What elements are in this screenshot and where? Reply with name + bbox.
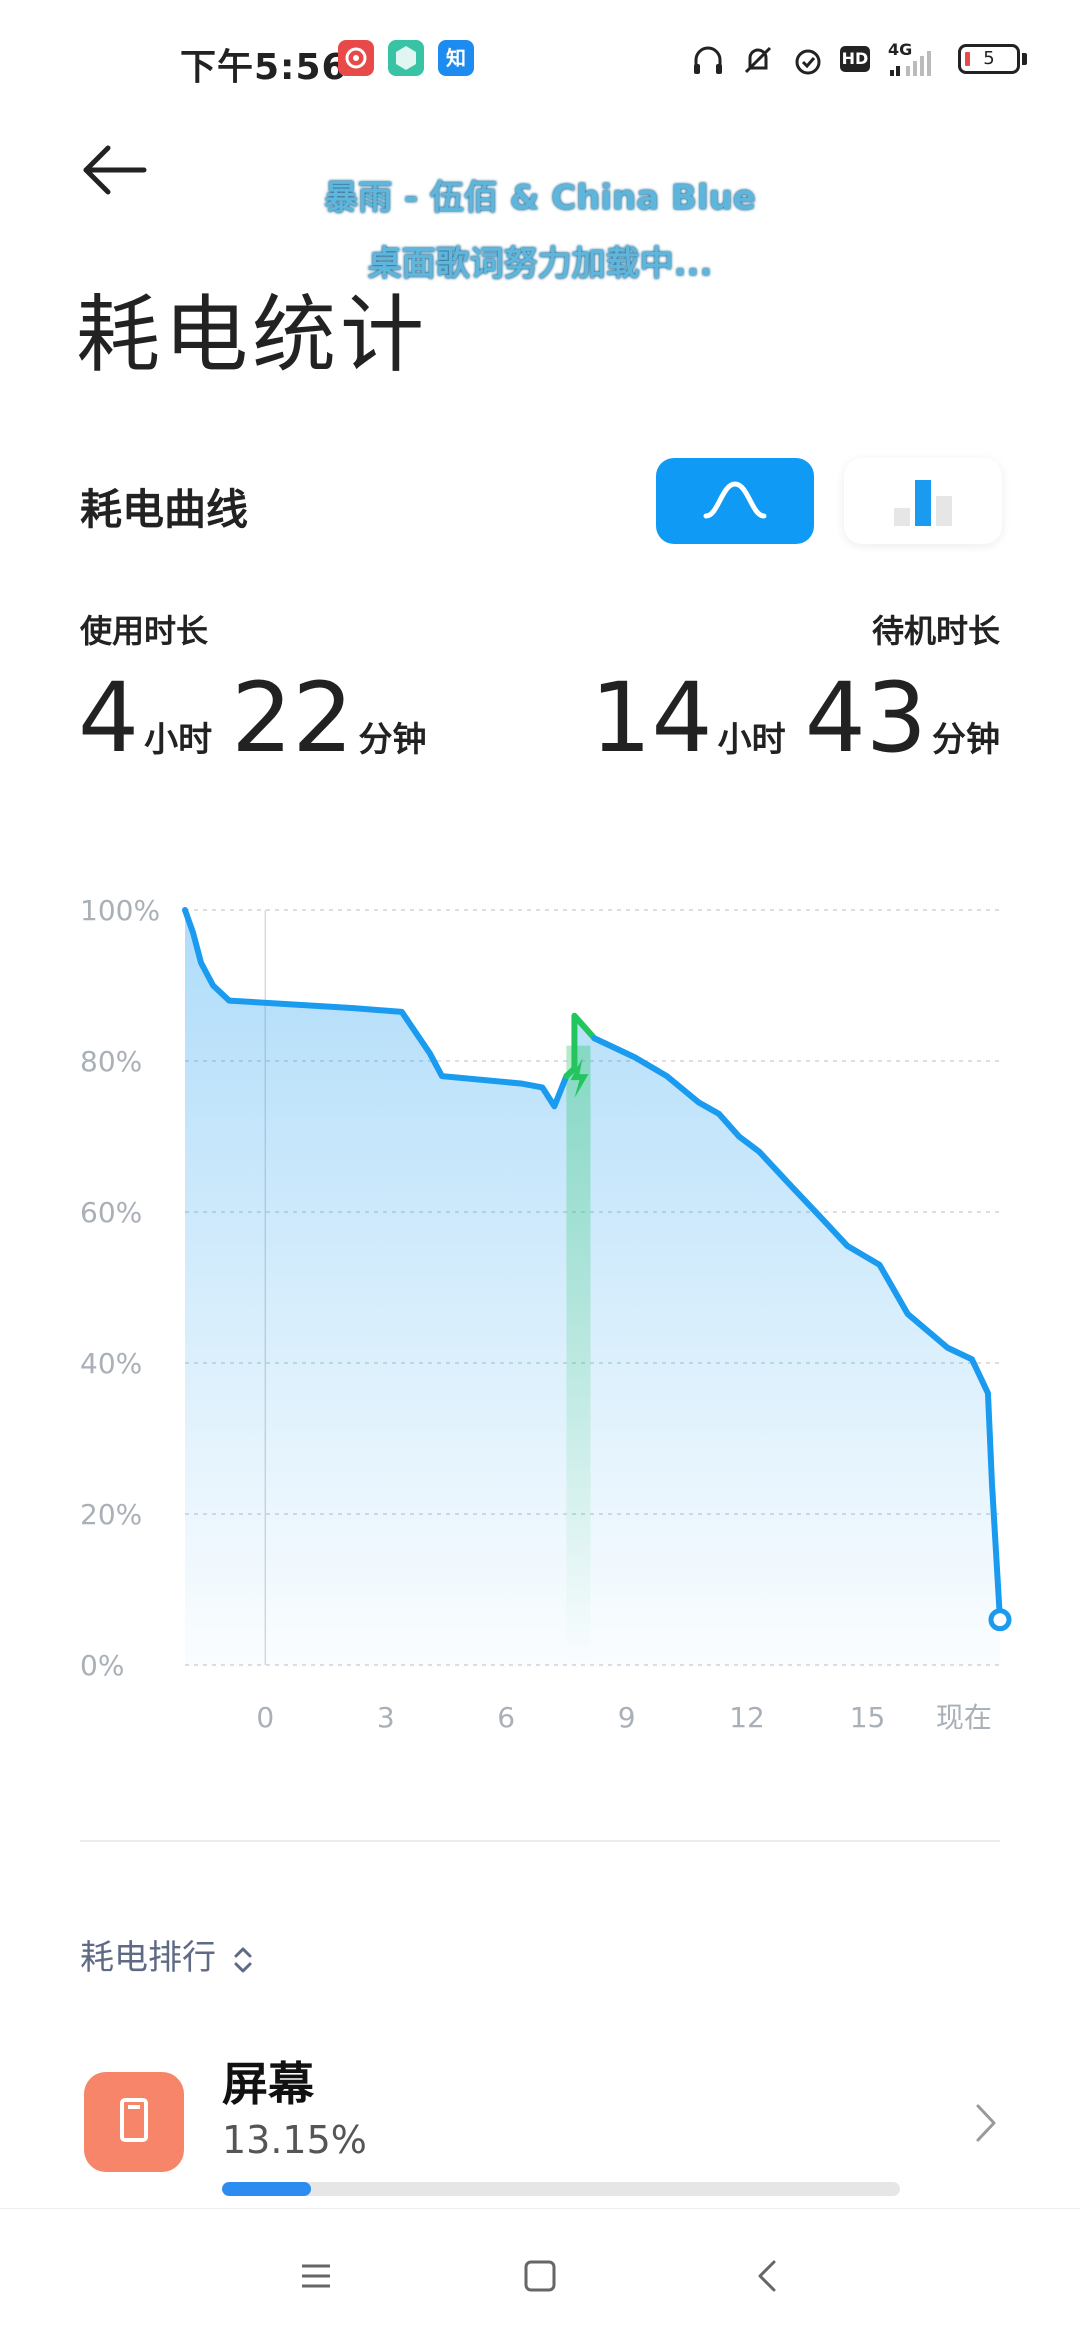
battery-level	[965, 52, 970, 66]
signal-icon	[890, 51, 931, 76]
headphones-icon	[694, 46, 722, 74]
screen-icon	[84, 2072, 184, 2172]
standby-hours: 14	[590, 662, 713, 774]
standby-minutes-unit: 分钟	[932, 720, 1000, 760]
bar-view-toggle[interactable]	[844, 458, 1002, 544]
bar-chart-icon	[894, 480, 952, 526]
y-tick-label: 20%	[80, 1498, 142, 1531]
standby-duration: 14 小时 43 分钟	[590, 662, 1000, 774]
x-tick-label: 12	[729, 1701, 765, 1734]
bell-muted-icon	[744, 46, 772, 74]
charging-line	[563, 1012, 598, 1080]
netease-music-icon	[338, 40, 374, 76]
charging-band	[566, 1045, 591, 1665]
status-time: 下午5:56	[180, 47, 348, 88]
chevron-right-icon	[976, 2104, 996, 2142]
lightning-icon	[570, 1058, 589, 1099]
x-tick-label: 6	[497, 1701, 515, 1734]
sort-chevrons-icon	[234, 1947, 252, 1972]
battery-icon: 5	[958, 44, 1020, 74]
battery-text: 5	[983, 48, 995, 69]
usage-duration: 4 小时 22 分钟	[78, 662, 427, 774]
usage-duration-label: 使用时长	[80, 612, 209, 650]
battery-tip	[1022, 53, 1027, 65]
y-tick-label: 80%	[80, 1045, 142, 1078]
x-tick-label: 现在	[936, 1701, 992, 1734]
battery-area	[185, 910, 1000, 1665]
navigation-bar	[0, 2208, 1080, 2341]
status-bar: 下午5:56 知 HD 4G 5	[0, 0, 1080, 126]
battery-line	[591, 1035, 1003, 1623]
standby-minutes: 43	[804, 662, 927, 774]
nav-back-icon[interactable]	[748, 2256, 788, 2296]
y-tick-label: 60%	[80, 1196, 142, 1229]
section-title: 耗电曲线	[80, 485, 249, 534]
usage-hours-unit: 小时	[144, 720, 213, 760]
y-tick-label: 100%	[80, 894, 160, 927]
page-title: 耗电统计	[76, 286, 429, 384]
y-tick-label: 40%	[80, 1347, 142, 1380]
hexagon-app-icon	[388, 40, 424, 76]
back-arrow-icon	[83, 145, 147, 195]
current-level-marker	[988, 1608, 1012, 1632]
standby-hours-unit: 小时	[717, 720, 786, 760]
menu-icon[interactable]	[296, 2256, 336, 2296]
network-type: 4G	[888, 40, 913, 59]
usage-minutes: 22	[231, 662, 354, 774]
x-tick-label: 3	[377, 1701, 395, 1734]
ranking-item-progress-fill	[222, 2182, 312, 2196]
zhihu-icon: 知	[438, 40, 474, 76]
desktop-lyric-line2: 桌面歌词努力加载中...	[367, 244, 713, 284]
y-tick-label: 0%	[80, 1649, 124, 1682]
standby-duration-label: 待机时长	[871, 612, 1000, 650]
curve-icon	[703, 481, 767, 519]
battery-curve-chart[interactable]: 100% 80% 60% 40% 20% 0% 0 3 6 9 12 15 现在	[0, 860, 1080, 1760]
x-tick-label: 0	[256, 1701, 274, 1734]
desktop-lyric-line1: 暴雨 - 伍佰 & China Blue	[324, 178, 756, 218]
back-button[interactable]	[76, 140, 156, 220]
usage-hours: 4	[78, 662, 140, 774]
ranking-item-percent: 13.15%	[222, 2118, 367, 2162]
alarm-clock-icon	[795, 49, 821, 75]
ranking-item-progress	[222, 2182, 900, 2196]
ranking-sort-button[interactable]: 耗电排行	[80, 1930, 255, 1979]
curve-view-toggle[interactable]	[656, 458, 814, 544]
section-divider	[80, 1840, 1000, 1842]
ranking-item-name: 屏幕	[222, 2057, 314, 2111]
ranking-title: 耗电排行	[80, 1938, 216, 1978]
hd-icon: HD	[840, 46, 870, 72]
usage-minutes-unit: 分钟	[358, 720, 427, 760]
x-tick-label: 9	[618, 1701, 636, 1734]
x-tick-label: 15	[850, 1701, 886, 1734]
home-icon[interactable]	[520, 2256, 560, 2296]
battery-line	[182, 907, 570, 1110]
